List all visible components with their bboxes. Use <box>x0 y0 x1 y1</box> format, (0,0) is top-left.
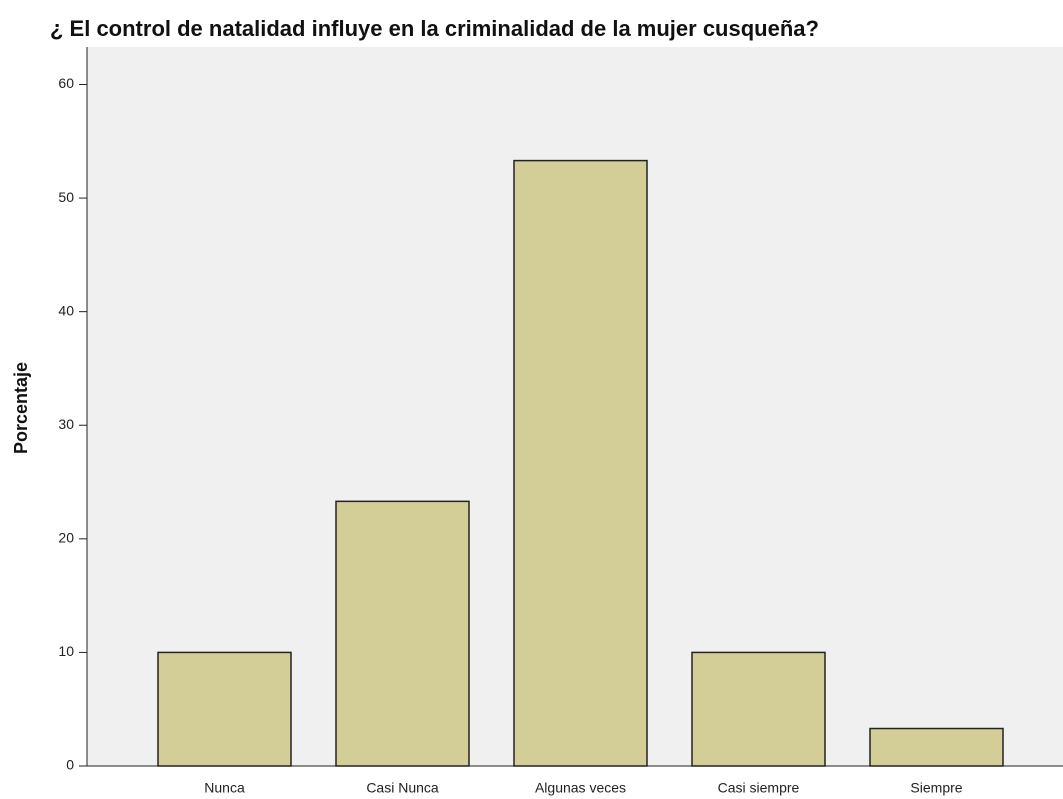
x-tick-label: Casi Nunca <box>366 780 439 796</box>
y-tick-label: 10 <box>58 643 74 659</box>
y-tick-label: 0 <box>66 757 74 773</box>
y-tick-label: 30 <box>58 416 74 432</box>
x-tick-label: Algunas veces <box>535 780 626 796</box>
y-tick-label: 20 <box>58 530 74 546</box>
x-tick-label: Siempre <box>910 780 962 796</box>
y-tick-label: 50 <box>58 189 74 205</box>
chart-title: ¿ El control de natalidad influye en la … <box>50 16 819 41</box>
bar <box>157 651 292 767</box>
bar <box>335 500 470 767</box>
y-axis-label: Porcentaje <box>11 362 31 454</box>
x-tick-label: Casi siempre <box>718 780 800 796</box>
bar <box>513 159 648 767</box>
y-tick-label: 60 <box>58 75 74 91</box>
bar <box>869 727 1004 767</box>
bar <box>691 651 826 767</box>
x-tick-label: Nunca <box>204 780 245 796</box>
y-tick-label: 40 <box>58 302 74 318</box>
